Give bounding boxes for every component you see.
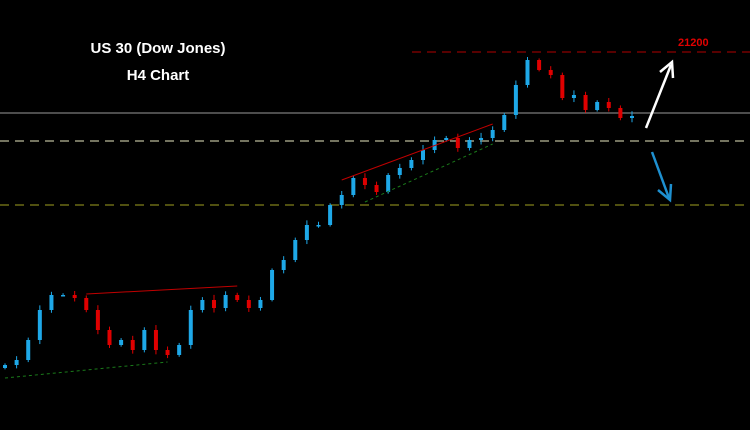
candle-body	[293, 240, 298, 260]
candle-body	[630, 116, 634, 118]
candle-body	[490, 130, 495, 138]
candle-body	[223, 295, 228, 308]
candle-body	[583, 95, 588, 110]
candle-body	[374, 185, 379, 192]
candle-body	[351, 178, 356, 195]
candle-body	[397, 168, 402, 175]
candle-body	[502, 115, 507, 130]
candle-body	[548, 70, 553, 75]
candle-body	[61, 295, 66, 297]
candle-body	[537, 60, 542, 70]
candle-body	[3, 365, 7, 368]
trendline	[86, 285, 238, 295]
candle-body	[339, 195, 344, 205]
candle-body	[525, 60, 530, 85]
candle-body	[513, 85, 518, 115]
candle-body	[84, 298, 89, 310]
candle-body	[316, 225, 321, 227]
arrow-up-head-icon	[659, 59, 675, 79]
candle-body	[444, 138, 449, 140]
candle-body	[560, 75, 565, 98]
candle-body	[479, 138, 484, 140]
candle-body	[409, 160, 414, 168]
candle-body	[258, 300, 263, 308]
candle-body	[26, 340, 31, 360]
candle-body	[119, 340, 124, 345]
level-label-21200: 21200	[678, 37, 709, 49]
candle-body	[281, 260, 286, 270]
arrow-up-icon	[644, 64, 673, 129]
candle-body	[14, 360, 19, 365]
candle-body	[153, 330, 158, 350]
candle-body	[467, 140, 472, 148]
candle-body	[606, 102, 611, 108]
candle-body	[246, 300, 251, 308]
arrow-down-icon	[650, 151, 671, 199]
candle-body	[618, 108, 623, 118]
candle-body	[107, 330, 112, 345]
candle-body	[571, 95, 576, 98]
candle-body	[270, 270, 275, 300]
trendline	[364, 143, 493, 203]
candle-body	[72, 295, 77, 298]
candle-body	[421, 150, 425, 160]
arrow-down-head-icon	[657, 183, 673, 203]
candle-body	[304, 225, 309, 240]
candle-body	[432, 140, 437, 150]
candle-body	[200, 300, 205, 310]
candle-body	[37, 310, 42, 340]
chart-title: US 30 (Dow Jones)	[90, 40, 226, 57]
candle-body	[235, 295, 240, 300]
candle-body	[328, 205, 333, 225]
candle-body	[177, 345, 182, 355]
candle-body	[165, 350, 170, 355]
candle-body	[130, 340, 135, 350]
candle-body	[49, 295, 54, 310]
candle-body	[212, 300, 216, 308]
trendline	[341, 123, 493, 181]
candle-body	[362, 178, 367, 185]
chart-subtitle: H4 Chart	[126, 67, 190, 84]
candle-body	[595, 102, 600, 110]
candle-body	[142, 330, 147, 350]
candle-body	[455, 138, 460, 148]
candle-body	[95, 310, 100, 330]
candle-body	[188, 310, 193, 345]
candle-body	[386, 175, 391, 192]
trendline	[4, 361, 168, 379]
